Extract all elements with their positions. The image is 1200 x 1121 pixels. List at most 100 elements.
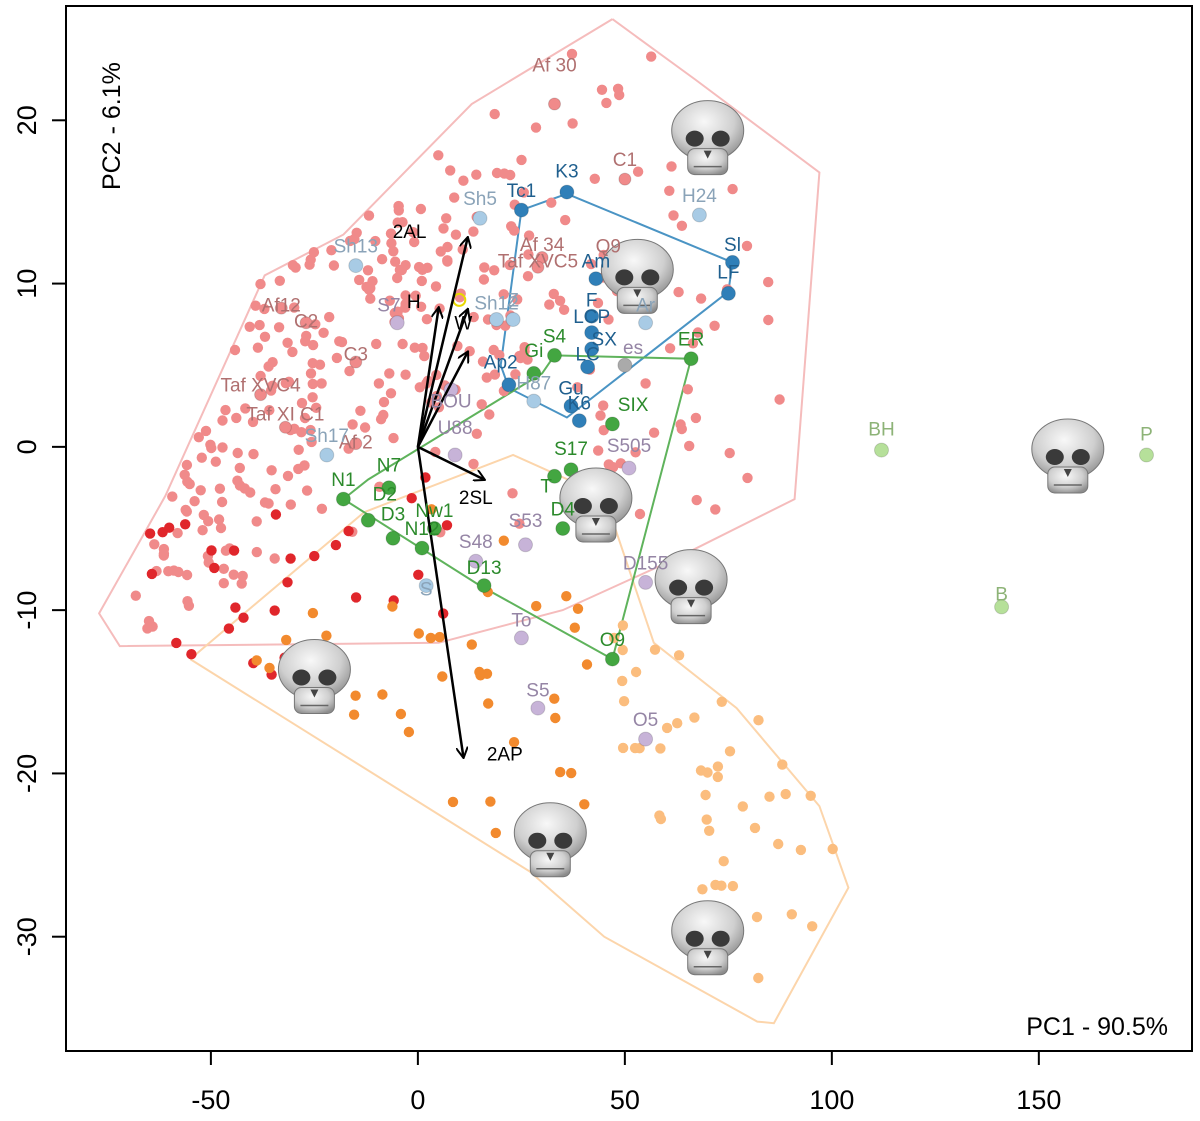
pink-point — [181, 459, 193, 471]
y-tick-label: -20 — [12, 754, 42, 793]
y-axis-title: PC2 - 6.1% — [98, 62, 126, 190]
pink-point — [181, 569, 193, 581]
pink-point — [430, 281, 442, 292]
pink-point — [598, 400, 609, 411]
pink-point — [214, 483, 226, 494]
pink-point — [392, 272, 403, 284]
pink-point — [273, 322, 285, 333]
lightorange-point — [701, 814, 712, 825]
pink-point — [598, 425, 609, 436]
pink-point — [386, 238, 397, 249]
pink-point — [479, 262, 490, 273]
pink-point — [318, 327, 329, 338]
specimen-label: Tc1 — [507, 181, 537, 202]
pink-point — [603, 459, 614, 470]
specimen-label: O5 — [633, 710, 658, 731]
specimen-point — [683, 351, 699, 367]
lightorange-point — [724, 746, 736, 757]
pink-point — [410, 290, 421, 301]
pink-point — [251, 516, 262, 527]
orange-point — [550, 712, 561, 724]
specimen-label: S53 — [509, 511, 543, 532]
pink-point — [316, 503, 328, 514]
specimen-label: S17 — [554, 439, 588, 460]
pink-point — [640, 378, 651, 389]
pink-point — [324, 311, 335, 323]
x-axis-title: PC1 - 90.5% — [1026, 1013, 1168, 1041]
red-point — [406, 493, 417, 504]
pink-point — [516, 154, 527, 166]
specimen-label: D155 — [623, 553, 668, 574]
axes: -50 0 50 100 150 -30 -20 -10 0 10 20 — [12, 105, 1061, 1115]
pink-point — [269, 553, 280, 564]
specimen-label: Sh17 — [305, 426, 349, 447]
loading-arrow — [416, 446, 464, 757]
specimen-point — [526, 365, 542, 381]
pink-point — [507, 488, 518, 499]
loading-arrow — [416, 310, 468, 448]
specimen-point — [299, 316, 313, 330]
orange-point — [498, 535, 509, 546]
specimen-point — [555, 521, 571, 536]
pink-point — [415, 301, 427, 312]
pink-point — [267, 380, 278, 391]
specimen-label: K3 — [555, 161, 578, 182]
pink-point — [397, 338, 408, 350]
lightorange-point — [617, 742, 629, 754]
specimen-point — [505, 312, 521, 327]
pink-point — [287, 346, 298, 358]
specimen-point — [418, 578, 434, 594]
red-point — [209, 562, 220, 574]
pink-point — [310, 319, 321, 330]
pink-point — [237, 570, 248, 582]
pink-point — [530, 122, 542, 133]
orange-point — [413, 628, 424, 639]
pink-point — [182, 596, 193, 607]
pink-point — [407, 227, 419, 238]
pink-point — [417, 342, 428, 354]
specimen-label: O9 — [600, 630, 625, 651]
specimen-point — [725, 254, 740, 270]
pink-point — [476, 399, 487, 410]
loading-arrow-label: 2SL — [459, 488, 493, 509]
pink-point — [216, 496, 228, 508]
orange-point — [350, 690, 361, 701]
pink-point — [217, 442, 228, 453]
specimen-point — [349, 437, 363, 451]
specimen-label: Sh13 — [334, 237, 378, 258]
red-point — [146, 568, 158, 580]
specimen-label: D13 — [467, 558, 502, 579]
pink-point — [250, 300, 261, 311]
pink-point — [763, 314, 774, 326]
lightorange-point — [751, 911, 763, 923]
specimen-label: LC — [575, 344, 599, 365]
lightorange-point — [805, 790, 816, 801]
pink-point — [484, 409, 495, 420]
pink-point — [675, 419, 686, 430]
specimen-label: Ap2 — [484, 353, 518, 374]
pink-point — [314, 359, 326, 370]
specimen-point — [691, 207, 707, 223]
orange-point — [466, 639, 477, 650]
pink-point — [197, 525, 208, 536]
skull-mid — [600, 238, 674, 314]
pink-point — [344, 365, 355, 377]
pink-point — [374, 481, 385, 492]
red-point — [180, 519, 191, 530]
pink-point — [400, 290, 411, 301]
red-point — [350, 592, 362, 603]
red-point — [269, 605, 280, 616]
pink-point — [544, 299, 555, 310]
lightorange-point — [689, 712, 700, 723]
group-hulls — [97, 18, 850, 1025]
lightorange-point — [710, 879, 721, 891]
specimen-label: Am — [582, 251, 611, 272]
pink-point — [370, 235, 381, 247]
specimen-point — [580, 359, 596, 375]
pink-point — [518, 187, 529, 198]
lightorange-point — [617, 675, 628, 687]
y-tick-label: 20 — [12, 105, 42, 135]
pink-point — [282, 337, 293, 348]
